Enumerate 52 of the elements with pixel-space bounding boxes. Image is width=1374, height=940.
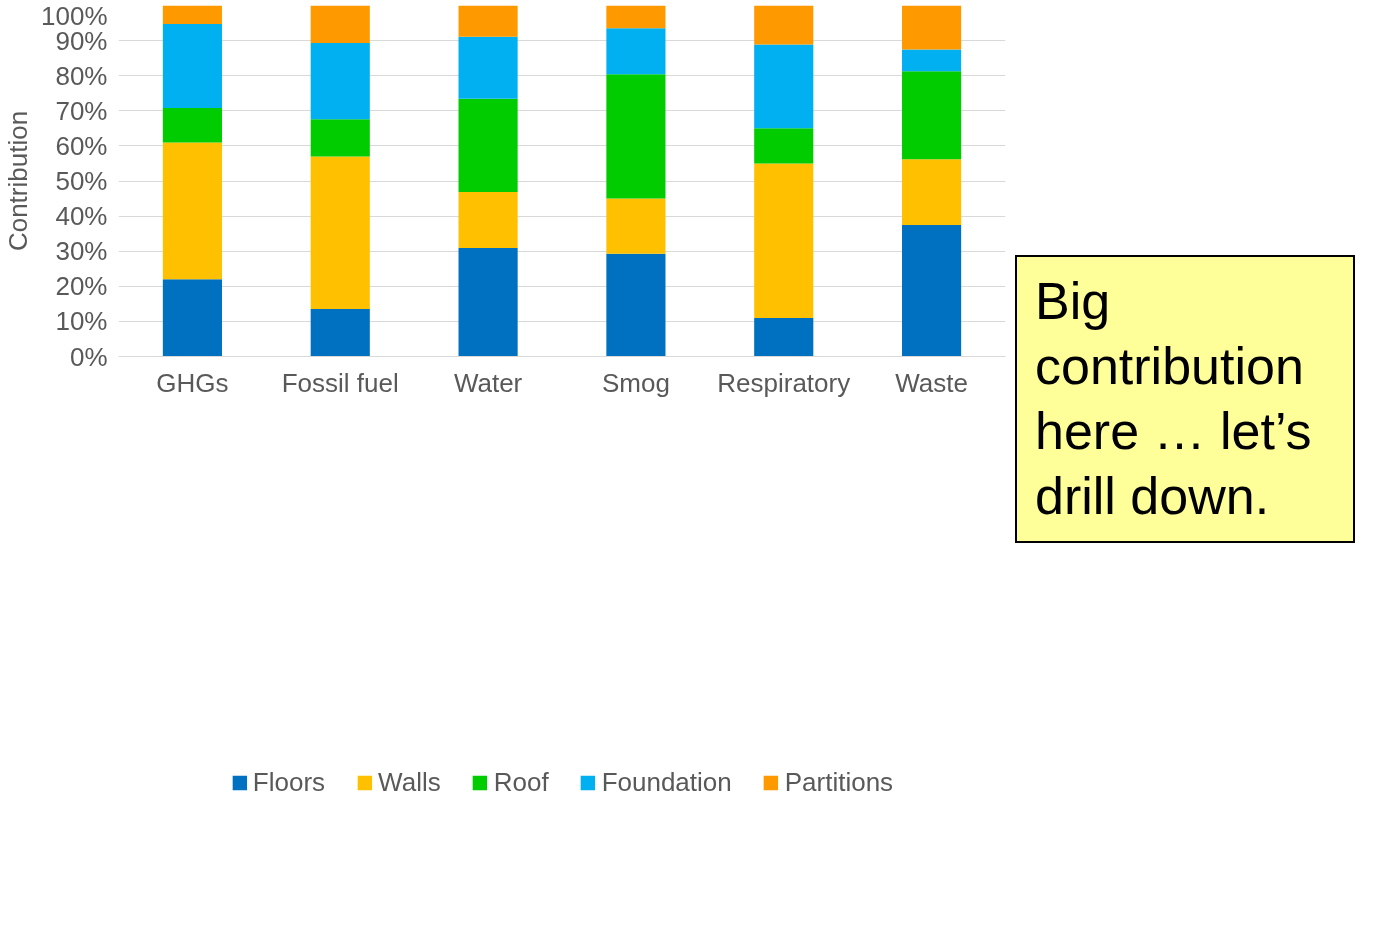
bar bbox=[458, 98, 518, 192]
y-tick-label: 30% bbox=[55, 236, 108, 267]
x-tick-label: Respiratory bbox=[717, 367, 851, 398]
x-tick-label: Fossil fuel bbox=[281, 367, 399, 398]
y-tick-label: 20% bbox=[55, 271, 108, 302]
bar bbox=[162, 142, 222, 280]
text: Big contribution here … let’s drill down. bbox=[1015, 255, 1355, 543]
bar bbox=[162, 107, 222, 143]
bar bbox=[606, 198, 666, 254]
bar bbox=[754, 163, 814, 318]
bar bbox=[458, 248, 518, 357]
y-tick-label: 10% bbox=[55, 306, 108, 337]
bar bbox=[902, 49, 962, 72]
bar bbox=[754, 44, 814, 129]
bar bbox=[902, 224, 962, 357]
legend-label: Roof bbox=[493, 766, 549, 798]
bar bbox=[754, 317, 814, 357]
bar bbox=[754, 5, 814, 45]
bar bbox=[606, 5, 666, 29]
x-tick-label: GHGs bbox=[156, 367, 229, 398]
bar bbox=[162, 24, 222, 108]
bar bbox=[902, 159, 962, 225]
x-tick-label: Smog bbox=[601, 367, 670, 398]
x-tick-label: Waste bbox=[895, 367, 968, 398]
y-tick-label: 50% bbox=[55, 166, 108, 196]
bar bbox=[162, 279, 222, 357]
bar bbox=[606, 28, 666, 75]
bar bbox=[606, 74, 666, 199]
bar bbox=[310, 309, 370, 357]
y-tick-label: 0% bbox=[69, 341, 108, 372]
bar bbox=[310, 119, 370, 157]
y-axis-title: Contribution bbox=[3, 110, 33, 252]
y-tick-label: 40% bbox=[55, 201, 108, 232]
bar bbox=[458, 191, 518, 249]
bar bbox=[458, 5, 518, 37]
bar bbox=[902, 5, 962, 50]
legend-label: Foundation bbox=[601, 766, 732, 798]
y-tick-label: 80% bbox=[55, 60, 108, 91]
bar bbox=[902, 71, 962, 160]
legend-label: Floors bbox=[252, 766, 326, 798]
legend-label: Partitions bbox=[784, 766, 894, 798]
legend-label: Walls bbox=[378, 766, 441, 798]
bar bbox=[754, 128, 814, 164]
y-tick-label: 70% bbox=[55, 95, 108, 126]
x-tick-label: Water bbox=[453, 367, 523, 398]
bar bbox=[162, 5, 222, 25]
bar bbox=[310, 43, 370, 120]
y-tick-label: 60% bbox=[55, 130, 108, 161]
bar bbox=[606, 253, 666, 357]
bar bbox=[310, 5, 370, 44]
bar bbox=[458, 36, 518, 99]
bar bbox=[310, 156, 370, 310]
